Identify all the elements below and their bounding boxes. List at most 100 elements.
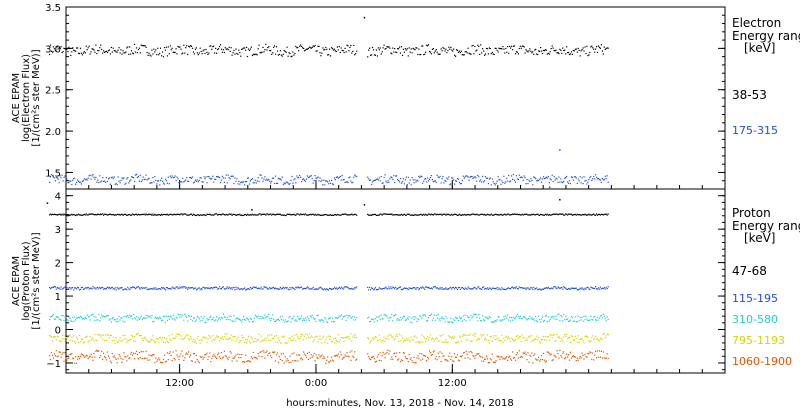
data-point <box>539 178 541 180</box>
data-point <box>84 52 86 54</box>
data-point <box>131 287 133 289</box>
data-point <box>252 214 254 216</box>
data-point <box>469 288 471 290</box>
data-point <box>230 334 232 336</box>
data-point <box>440 288 442 290</box>
data-point <box>565 287 567 289</box>
data-point <box>603 179 605 181</box>
data-point <box>438 288 440 290</box>
data-point <box>404 48 406 50</box>
data-point <box>79 315 82 317</box>
data-point <box>91 314 93 316</box>
data-point <box>56 316 58 318</box>
data-point <box>167 46 169 48</box>
data-point <box>50 287 53 289</box>
data-point <box>383 176 385 179</box>
data-point <box>490 335 492 337</box>
data-point <box>304 333 307 335</box>
data-point <box>509 288 511 290</box>
data-point <box>213 316 215 319</box>
data-point <box>380 213 382 215</box>
data-point <box>85 45 87 47</box>
data-point <box>222 286 224 288</box>
data-point <box>515 286 517 288</box>
data-point <box>158 357 160 359</box>
data-point <box>95 44 97 46</box>
data-point <box>374 54 376 56</box>
data-point <box>259 315 261 318</box>
data-point <box>431 288 433 290</box>
data-point <box>86 287 88 289</box>
data-point <box>415 341 417 343</box>
data-point <box>203 336 205 338</box>
data-point <box>419 53 421 56</box>
data-point <box>555 356 557 358</box>
data-point <box>285 342 287 344</box>
data-point <box>530 287 532 289</box>
data-point <box>261 356 263 358</box>
data-point <box>52 176 54 178</box>
data-point <box>105 50 108 52</box>
data-point <box>472 316 474 318</box>
data-point <box>53 48 55 50</box>
data-point <box>587 181 589 183</box>
data-point <box>375 214 377 216</box>
data-point <box>391 53 393 55</box>
data-point <box>528 50 530 52</box>
data-point <box>604 337 606 339</box>
data-point <box>313 339 315 341</box>
data-point <box>275 288 278 290</box>
data-point <box>496 355 498 357</box>
data-point <box>373 358 376 360</box>
data-point <box>379 180 381 182</box>
data-point <box>458 181 460 183</box>
data-point <box>371 356 374 358</box>
data-point <box>480 319 482 322</box>
data-point <box>133 286 136 289</box>
data-point <box>418 48 420 50</box>
data-point <box>346 214 348 216</box>
data-point <box>555 177 557 179</box>
data-point <box>114 319 116 321</box>
data-point <box>298 338 300 340</box>
data-point <box>65 286 67 288</box>
data-point <box>334 288 336 290</box>
data-point <box>300 44 302 46</box>
data-point <box>331 340 334 342</box>
data-point <box>487 183 489 185</box>
data-point <box>443 318 445 320</box>
data-point <box>156 288 158 290</box>
data-point <box>457 51 460 53</box>
data-point <box>180 338 182 340</box>
data-point <box>59 47 61 49</box>
data-point <box>432 286 434 288</box>
data-point <box>147 359 149 361</box>
data-point <box>119 287 121 289</box>
data-point <box>559 181 561 183</box>
data-point <box>96 214 98 216</box>
data-point <box>162 361 164 364</box>
data-point <box>408 353 410 356</box>
data-point <box>140 214 142 216</box>
data-point <box>52 336 54 338</box>
data-point <box>240 181 242 184</box>
data-point <box>480 213 482 215</box>
data-point <box>507 337 509 340</box>
data-point <box>66 214 68 216</box>
data-point <box>346 336 348 338</box>
data-point <box>74 50 76 52</box>
data-point <box>467 357 469 359</box>
data-point <box>584 335 586 338</box>
data-point <box>299 45 301 47</box>
data-point <box>211 358 213 360</box>
data-point <box>375 316 377 318</box>
data-point <box>164 178 167 180</box>
data-point <box>230 213 232 215</box>
data-point <box>109 318 111 320</box>
data-point <box>380 360 382 362</box>
data-point <box>235 180 237 182</box>
outlier-point <box>559 199 561 201</box>
data-point <box>507 359 509 361</box>
data-point <box>106 334 109 336</box>
data-point <box>260 286 262 288</box>
